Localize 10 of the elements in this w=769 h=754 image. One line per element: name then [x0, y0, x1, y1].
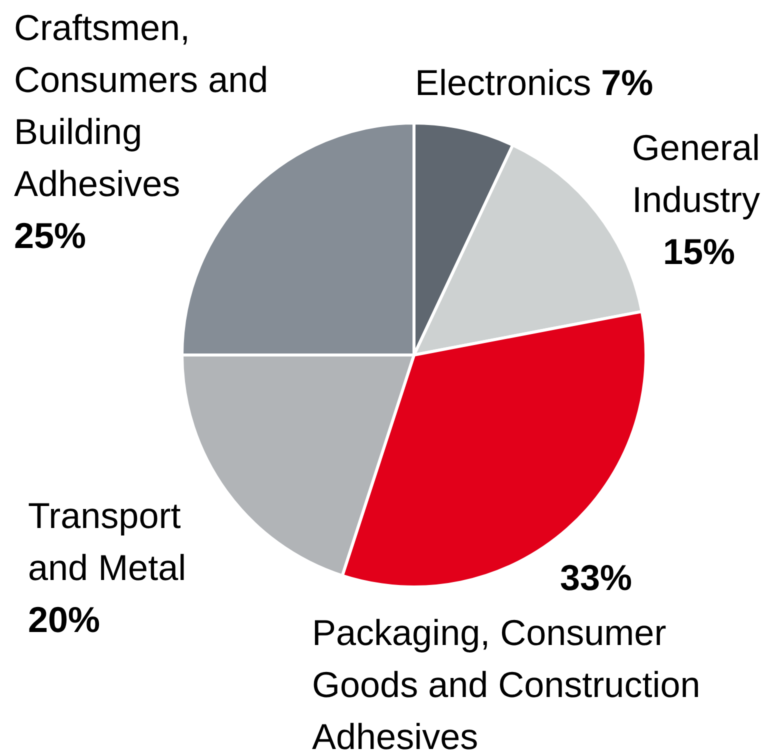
slice-label: Electronics — [415, 62, 592, 103]
data-label: 20% — [28, 599, 100, 640]
data-label: 15% — [662, 231, 735, 272]
slice-label: Transport and Metal — [28, 495, 186, 588]
slice-label: Packaging, Consumer Goods and Construction Adhesives — [312, 612, 700, 754]
data-label: 33% — [560, 557, 632, 598]
data-label: 7% — [601, 62, 654, 103]
data-label: 25% — [14, 215, 86, 256]
slice-label: Craftsmen, Consumers and Building Adhesives — [14, 7, 268, 204]
slice-label: General Industry — [632, 127, 760, 220]
